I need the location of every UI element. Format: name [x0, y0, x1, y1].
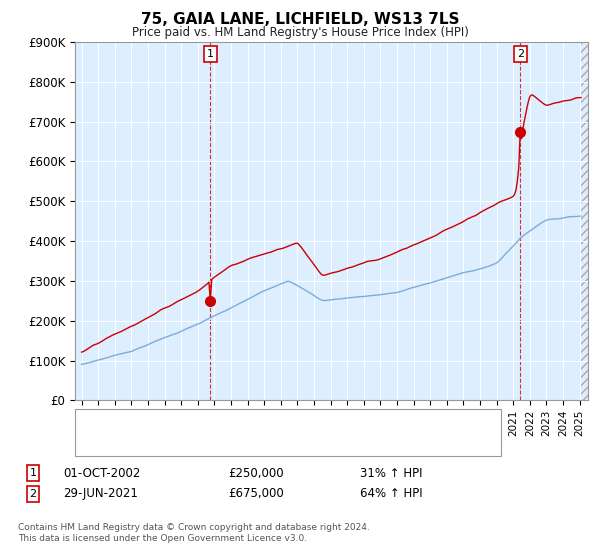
Text: 1: 1 [207, 49, 214, 59]
Text: 29-JUN-2021: 29-JUN-2021 [63, 487, 138, 501]
Text: Contains HM Land Registry data © Crown copyright and database right 2024.
This d: Contains HM Land Registry data © Crown c… [18, 524, 370, 543]
Text: 31% ↑ HPI: 31% ↑ HPI [360, 466, 422, 480]
Text: 75, GAIA LANE, LICHFIELD, WS13 7LS: 75, GAIA LANE, LICHFIELD, WS13 7LS [141, 12, 459, 27]
Text: £250,000: £250,000 [228, 466, 284, 480]
Text: 2: 2 [517, 49, 524, 59]
Text: ——: —— [81, 416, 106, 428]
Text: 75, GAIA LANE, LICHFIELD, WS13 7LS (detached house): 75, GAIA LANE, LICHFIELD, WS13 7LS (deta… [108, 417, 418, 427]
Text: 2: 2 [29, 489, 37, 499]
Text: ——: —— [81, 438, 106, 451]
Text: £675,000: £675,000 [228, 487, 284, 501]
Text: 1: 1 [29, 468, 37, 478]
Text: HPI: Average price, detached house, Lichfield: HPI: Average price, detached house, Lich… [108, 440, 361, 450]
Text: Price paid vs. HM Land Registry's House Price Index (HPI): Price paid vs. HM Land Registry's House … [131, 26, 469, 39]
Text: 01-OCT-2002: 01-OCT-2002 [63, 466, 140, 480]
Text: 64% ↑ HPI: 64% ↑ HPI [360, 487, 422, 501]
